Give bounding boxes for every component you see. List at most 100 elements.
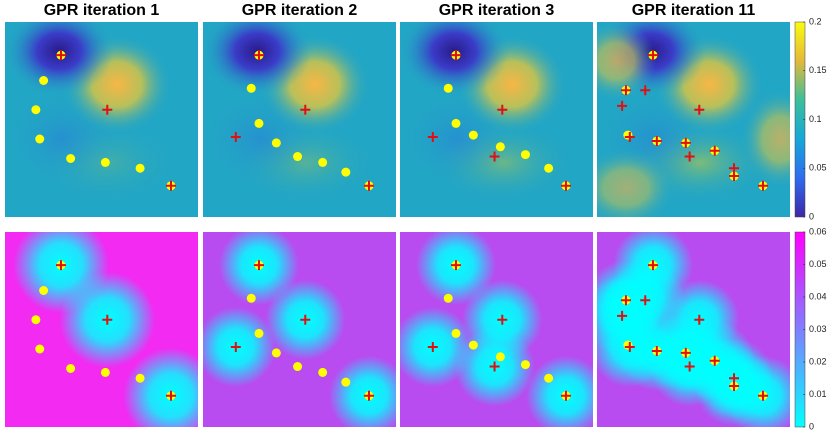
heatmap <box>597 232 790 427</box>
sample-point <box>318 157 328 167</box>
selected-point <box>230 342 241 353</box>
mean-panel <box>400 22 593 217</box>
selected-point <box>300 104 311 115</box>
selected-point <box>709 355 720 366</box>
uncertainty-panel <box>203 232 396 427</box>
heatmap <box>400 232 593 427</box>
uncertainty-blob <box>525 355 593 427</box>
sample-point <box>468 340 478 350</box>
sample-point <box>100 367 110 377</box>
uncertainty-panel <box>400 232 593 427</box>
colorbar-tick-label: 0.03 <box>809 324 827 334</box>
sample-point <box>293 152 303 162</box>
sample-point <box>341 167 351 177</box>
selected-point <box>102 314 113 325</box>
sample-point <box>271 348 281 358</box>
sample-point <box>451 328 461 338</box>
sample-point <box>135 163 145 173</box>
selected-point <box>617 310 628 321</box>
selected-point <box>560 180 571 191</box>
selected-point <box>647 50 658 61</box>
sample-point <box>293 362 303 372</box>
sample-point <box>623 340 633 350</box>
colorbar-tick-label: 0.01 <box>809 389 827 399</box>
colorbar-tick-label: 0.04 <box>809 291 827 301</box>
sample-point <box>443 83 453 93</box>
heatmap <box>203 232 396 427</box>
panel-title: GPR iteration 3 <box>439 2 555 19</box>
selected-point <box>651 135 662 146</box>
sample-point <box>443 293 453 303</box>
selected-point <box>757 180 768 191</box>
selected-point <box>560 390 571 401</box>
selected-point <box>624 342 635 353</box>
sample-point <box>318 367 328 377</box>
selected-point <box>651 345 662 356</box>
mean-panel <box>203 22 396 217</box>
sample-point <box>254 118 264 128</box>
panel-title: GPR iteration 2 <box>242 2 358 19</box>
selected-point <box>684 361 695 372</box>
heatmap <box>5 232 198 427</box>
heatmap <box>597 22 790 217</box>
sample-point <box>520 360 530 370</box>
sample-point <box>31 315 41 325</box>
sample-point <box>520 150 530 160</box>
selected-point <box>55 260 66 271</box>
selected-point <box>253 50 264 61</box>
selected-point <box>427 342 438 353</box>
mean-panel <box>5 22 198 217</box>
selected-point <box>709 145 720 156</box>
selected-point <box>729 171 740 182</box>
selected-point <box>253 260 264 271</box>
selected-point <box>427 132 438 143</box>
selected-point <box>300 314 311 325</box>
selected-point <box>450 260 461 271</box>
selected-point <box>363 390 374 401</box>
sample-point <box>39 76 49 85</box>
sample-point <box>66 364 76 373</box>
sample-point <box>35 134 45 144</box>
colorbar-tick-label: 0.2 <box>809 16 822 26</box>
heatmap-blob <box>597 22 657 101</box>
selected-point <box>694 104 705 115</box>
selected-point <box>165 390 176 401</box>
colorbar-tick-label: 0 <box>809 211 814 221</box>
sample-point <box>246 293 256 303</box>
colorbar-tick-label: 0.05 <box>809 259 827 269</box>
colorbar-tick-label: 0.1 <box>809 114 822 124</box>
heatmap <box>400 22 593 217</box>
sample-point <box>623 130 633 140</box>
uncertainty-blob <box>722 355 790 427</box>
selected-point <box>165 180 176 191</box>
panel-title: GPR iteration 1 <box>44 2 160 19</box>
selected-point <box>729 381 740 392</box>
uncertainty-panel <box>5 232 198 427</box>
panel-title: GPR iteration 11 <box>632 2 756 19</box>
colorbar-tick-label: 0.02 <box>809 356 827 366</box>
selected-point <box>450 50 461 61</box>
selected-point <box>684 151 695 162</box>
selected-point <box>489 151 500 162</box>
selected-point <box>230 132 241 143</box>
selected-point <box>640 295 651 306</box>
sample-point <box>66 154 76 163</box>
uncertainty-panel <box>597 232 790 427</box>
colorbar-tick-label: 0.06 <box>809 226 827 236</box>
uncertainty-blob <box>328 355 396 427</box>
sample-point <box>341 377 351 387</box>
sample-point <box>39 286 49 295</box>
selected-point <box>680 137 691 148</box>
sample-point <box>135 373 145 383</box>
sample-point <box>544 163 554 173</box>
selected-point <box>55 50 66 61</box>
selected-point <box>757 390 768 401</box>
selected-point <box>497 104 508 115</box>
sample-point <box>100 157 110 167</box>
selected-point <box>694 314 705 325</box>
sample-point <box>495 352 505 362</box>
sample-point <box>31 105 41 115</box>
selected-point <box>620 295 631 306</box>
sample-point <box>544 373 554 383</box>
